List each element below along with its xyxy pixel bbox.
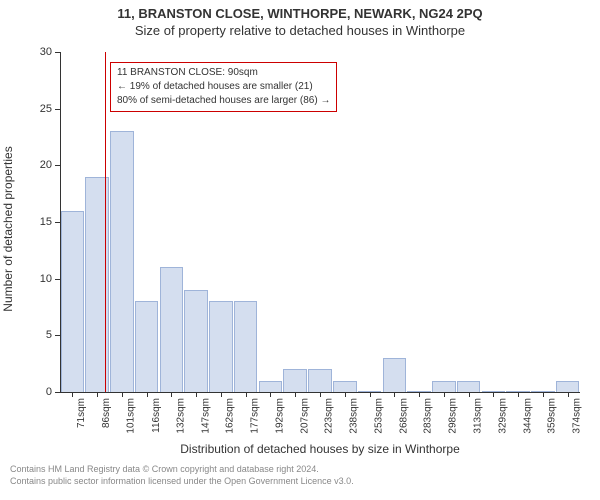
x-tick-label: 71sqm xyxy=(76,398,87,428)
x-tick-label: 283sqm xyxy=(423,398,434,434)
x-tick-mark xyxy=(147,392,148,397)
x-tick-mark xyxy=(469,392,470,397)
y-tick-label: 0 xyxy=(46,386,52,398)
x-tick-label: 207sqm xyxy=(299,398,310,434)
x-tick-mark xyxy=(72,392,73,397)
x-tick-label: 329sqm xyxy=(497,398,508,434)
annotation-box: 11 BRANSTON CLOSE: 90sqm← 19% of detache… xyxy=(110,62,337,112)
x-tick-label: 238sqm xyxy=(349,398,360,434)
histogram-bar xyxy=(234,301,258,392)
histogram-bar xyxy=(160,267,184,392)
x-tick-label: 359sqm xyxy=(547,398,558,434)
histogram-bar xyxy=(383,358,407,392)
y-tick-mark xyxy=(55,165,60,166)
y-tick-label: 15 xyxy=(40,216,52,228)
histogram-bar xyxy=(432,381,456,392)
title-subtitle: Size of property relative to detached ho… xyxy=(0,21,600,38)
y-tick-mark xyxy=(55,109,60,110)
histogram-bar xyxy=(259,381,283,392)
title-address: 11, BRANSTON CLOSE, WINTHORPE, NEWARK, N… xyxy=(0,0,600,21)
x-tick-mark xyxy=(444,392,445,397)
x-tick-label: 192sqm xyxy=(274,398,285,434)
footer-line2: Contains public sector information licen… xyxy=(10,476,590,488)
x-tick-mark xyxy=(171,392,172,397)
x-tick-mark xyxy=(419,392,420,397)
x-tick-mark xyxy=(246,392,247,397)
histogram-bar xyxy=(308,369,332,392)
footer-line1: Contains HM Land Registry data © Crown c… xyxy=(10,464,590,476)
footer-attribution: Contains HM Land Registry data © Crown c… xyxy=(10,464,590,487)
y-tick-mark xyxy=(55,279,60,280)
x-tick-label: 177sqm xyxy=(250,398,261,434)
y-tick-label: 20 xyxy=(40,159,52,171)
histogram-bar xyxy=(110,131,134,392)
x-tick-label: 116sqm xyxy=(151,398,162,433)
x-tick-mark xyxy=(122,392,123,397)
x-tick-label: 268sqm xyxy=(398,398,409,434)
annotation-line1: 11 BRANSTON CLOSE: 90sqm xyxy=(117,66,330,80)
x-tick-label: 101sqm xyxy=(126,398,137,434)
x-tick-label: 86sqm xyxy=(101,398,112,428)
x-tick-label: 223sqm xyxy=(324,398,335,434)
x-tick-mark xyxy=(493,392,494,397)
x-tick-mark xyxy=(543,392,544,397)
y-tick-mark xyxy=(55,222,60,223)
x-tick-mark xyxy=(394,392,395,397)
x-tick-label: 147sqm xyxy=(200,398,211,434)
x-tick-label: 374sqm xyxy=(572,398,583,434)
y-tick-mark xyxy=(55,392,60,393)
x-tick-label: 132sqm xyxy=(175,398,186,434)
y-axis: 051015202530 xyxy=(0,52,60,392)
x-tick-mark xyxy=(345,392,346,397)
x-tick-label: 298sqm xyxy=(448,398,459,434)
histogram-bar xyxy=(209,301,233,392)
x-tick-mark xyxy=(568,392,569,397)
y-tick-label: 10 xyxy=(40,273,52,285)
annotation-line3: 80% of semi-detached houses are larger (… xyxy=(117,94,330,108)
x-tick-mark xyxy=(97,392,98,397)
y-tick-label: 25 xyxy=(40,103,52,115)
x-axis-label: Distribution of detached houses by size … xyxy=(60,442,580,456)
histogram-bar xyxy=(184,290,208,392)
y-tick-mark xyxy=(55,335,60,336)
chart-container: 11, BRANSTON CLOSE, WINTHORPE, NEWARK, N… xyxy=(0,0,600,500)
y-tick-label: 30 xyxy=(40,46,52,58)
histogram-bar xyxy=(333,381,357,392)
y-tick-label: 5 xyxy=(46,329,52,341)
x-tick-mark xyxy=(196,392,197,397)
x-tick-mark xyxy=(370,392,371,397)
x-tick-label: 313sqm xyxy=(473,398,484,434)
histogram-bar xyxy=(61,211,85,392)
x-tick-mark xyxy=(221,392,222,397)
x-tick-mark xyxy=(295,392,296,397)
x-tick-mark xyxy=(270,392,271,397)
histogram-bar xyxy=(457,381,481,392)
annotation-line2: ← 19% of detached houses are smaller (21… xyxy=(117,80,330,94)
x-tick-label: 253sqm xyxy=(374,398,385,434)
y-tick-mark xyxy=(55,52,60,53)
histogram-bar xyxy=(556,381,580,392)
x-tick-mark xyxy=(320,392,321,397)
x-tick-label: 162sqm xyxy=(225,398,236,434)
marker-line xyxy=(105,52,106,392)
x-tick-label: 344sqm xyxy=(522,398,533,434)
x-tick-mark xyxy=(518,392,519,397)
histogram-bar xyxy=(135,301,159,392)
histogram-bar xyxy=(283,369,307,392)
plot-area: 11 BRANSTON CLOSE: 90sqm← 19% of detache… xyxy=(60,52,580,392)
